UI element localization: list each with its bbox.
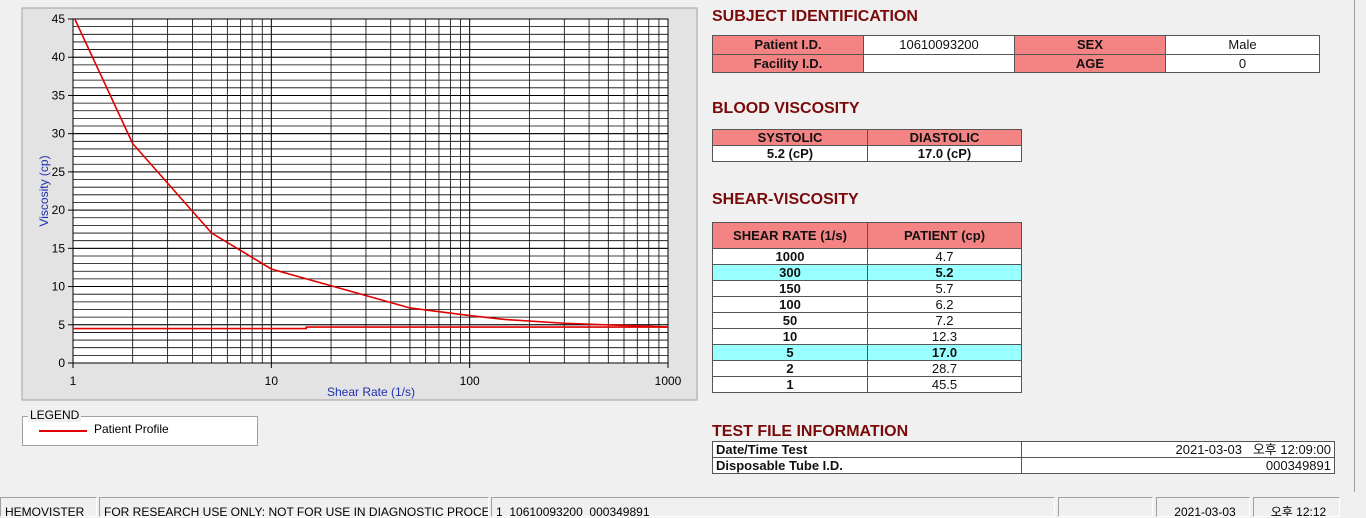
y-tick-label: 30 <box>52 127 66 141</box>
patient-viscosity: 12.3 <box>867 328 1022 345</box>
x-axis-label: Shear Rate (1/s) <box>327 385 415 399</box>
patient-viscosity: 17.0 <box>867 344 1022 361</box>
x-tick-label: 1 <box>70 374 77 388</box>
chart: Shear Rate (1/s) Viscosity (cp) 0 5 10 15 20… <box>21 7 698 401</box>
x-tick-label: 10 <box>265 374 279 388</box>
y-axis-label: Viscosity (cp) <box>37 155 51 226</box>
value <box>863 54 1015 73</box>
shear-rate: 1 <box>712 376 868 393</box>
shear-rate: 150 <box>712 280 868 297</box>
label: SYSTOLIC <box>712 129 868 146</box>
section-title: BLOOD VISCOSITY <box>712 100 860 117</box>
label: SEX <box>1014 35 1166 55</box>
patient-viscosity: 5.2 <box>867 264 1022 281</box>
label: Disposable Tube I.D. <box>712 457 1022 474</box>
blood-viscosity-table: SYSTOLIC DIASTOLIC 5.2 (cP) 17.0 (cP) <box>712 129 1022 162</box>
value: 5.2 (cP) <box>712 145 868 162</box>
legend-label: Patient Profile <box>94 422 169 436</box>
y-tick-label: 40 <box>52 50 66 64</box>
plot-area <box>72 18 669 364</box>
section-title: TEST FILE INFORMATION <box>712 423 909 440</box>
y-tick-label: 0 <box>58 356 65 370</box>
shear-table: SHEAR RATE (1/s) PATIENT (cp) 1000 4.7 300 5… <box>712 222 1022 393</box>
legend-title: LEGEND <box>28 408 82 422</box>
label: Patient I.D. <box>712 35 864 55</box>
x-tick-label: 1000 <box>655 374 682 388</box>
shear-row: 2 28.7 <box>712 360 1022 377</box>
label: AGE <box>1014 54 1166 73</box>
patient-viscosity: 28.7 <box>867 360 1022 377</box>
shear-rate: 100 <box>712 296 868 313</box>
status-cell: 오후 12:12 <box>1253 497 1340 517</box>
value: 17.0 (cP) <box>867 145 1022 162</box>
label: DIASTOLIC <box>867 129 1022 146</box>
shear-rate: 2 <box>712 360 868 377</box>
section-title: SHEAR-VISCOSITY <box>712 191 859 208</box>
value: 0 <box>1165 54 1320 73</box>
shear-row: 100 6.2 <box>712 296 1022 313</box>
data-line <box>73 326 668 330</box>
x-tick-label: 100 <box>460 374 480 388</box>
status-cell: 1 10610093200 000349891 <box>491 497 1055 517</box>
label: Date/Time Test <box>712 441 1022 458</box>
y-tick-label: 35 <box>52 88 66 102</box>
shear-rate: 50 <box>712 312 868 329</box>
shear-row: 1 45.5 <box>712 376 1022 393</box>
value: Male <box>1165 35 1320 55</box>
label: Facility I.D. <box>712 54 864 73</box>
shear-row: 300 5.2 <box>712 264 1022 281</box>
shear-rate: 10 <box>712 328 868 345</box>
legend: Patient Profile <box>22 416 258 446</box>
shear-row: 50 7.2 <box>712 312 1022 329</box>
y-tick-label: 5 <box>58 318 65 332</box>
grid <box>72 18 669 364</box>
legend-swatch <box>39 430 87 432</box>
status-cell: FOR RESEARCH USE ONLY: NOT FOR USE IN DI… <box>99 497 489 517</box>
patient-viscosity: 4.7 <box>867 248 1022 265</box>
value: 000349891 <box>1021 457 1335 474</box>
test-file-table: Date/Time Test 2021-03-03 오후 12:09:00 Dis… <box>712 441 1335 474</box>
y-tick-label: 10 <box>52 280 66 294</box>
shear-row: 150 5.7 <box>712 280 1022 297</box>
divider <box>1354 0 1355 492</box>
patient-viscosity: 6.2 <box>867 296 1022 313</box>
patient-viscosity: 45.5 <box>867 376 1022 393</box>
header: SHEAR RATE (1/s) <box>712 222 868 249</box>
y-tick-label: 45 <box>52 12 66 26</box>
patient-viscosity: 5.7 <box>867 280 1022 297</box>
shear-rate: 5 <box>712 344 868 361</box>
header: PATIENT (cp) <box>867 222 1022 249</box>
shear-rate: 1000 <box>712 248 868 265</box>
status-cell: 2021-03-03 <box>1156 497 1250 517</box>
status-cell: HEMOVISTER <box>0 497 97 517</box>
shear-row: 5 17.0 <box>712 344 1022 361</box>
y-tick-label: 25 <box>52 165 66 179</box>
y-tick-label: 15 <box>52 241 66 255</box>
value: 10610093200 <box>863 35 1015 55</box>
status-cell <box>1058 497 1153 517</box>
subject-table: Patient I.D. 10610093200 SEX Male Facility … <box>712 35 1320 73</box>
data-line <box>73 19 668 328</box>
shear-row: 1000 4.7 <box>712 248 1022 265</box>
shear-row: 10 12.3 <box>712 328 1022 345</box>
shear-rate: 300 <box>712 264 868 281</box>
value: 2021-03-03 오후 12:09:00 <box>1021 441 1335 458</box>
section-title: SUBJECT IDENTIFICATION <box>712 8 918 25</box>
y-tick-label: 20 <box>52 203 66 217</box>
patient-viscosity: 7.2 <box>867 312 1022 329</box>
